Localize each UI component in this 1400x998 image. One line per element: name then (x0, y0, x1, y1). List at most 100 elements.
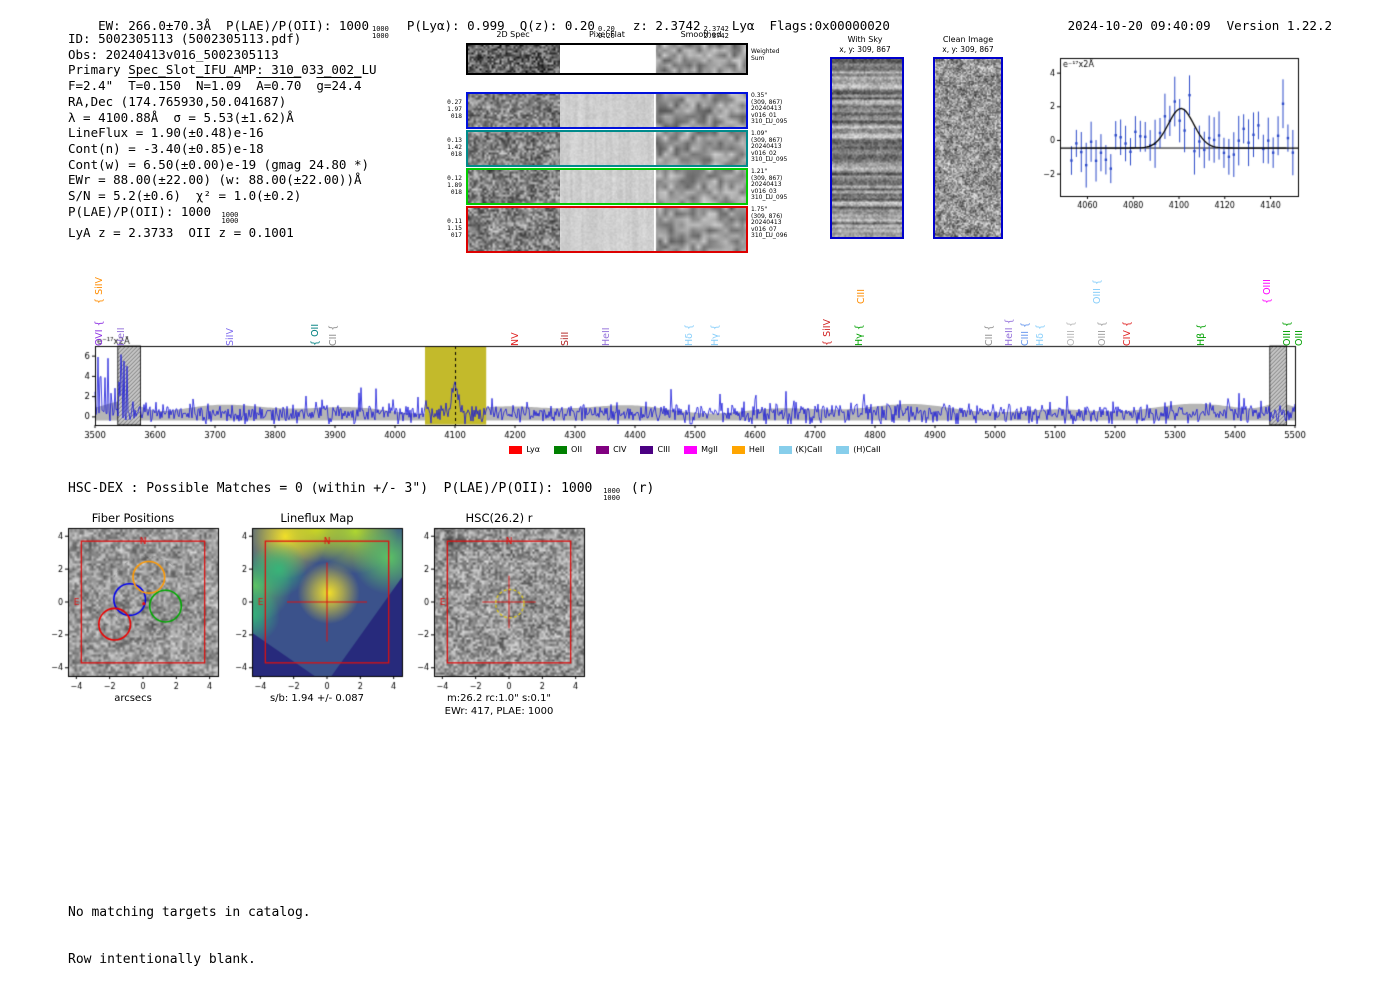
text-segment: Cont(w) = 6.50(±0.00)e-19 (gmag 24.80 *) (68, 156, 370, 172)
spec2d-row-note: (309, 867) (751, 98, 783, 106)
spec2d-row-note: 20240413 (751, 105, 782, 113)
emission-line-label: Hγ { (710, 324, 721, 346)
spec2d-strip-pixelflat (560, 208, 654, 251)
spec2d-row-value: 018 (450, 112, 462, 120)
text-segment: g=24.4 (316, 78, 362, 94)
spec2d-row-note: (309, 867) (751, 136, 783, 144)
emission-line-label: { SiIV (822, 318, 834, 346)
spec2d-row-note: 310_LU_096 (751, 232, 788, 240)
col-title-pixel-flat: Pixel Flat (589, 30, 625, 39)
spec2d-row-note: v016_01 (751, 111, 777, 119)
legend-item: (K)CaII (778, 445, 823, 454)
hsc-match-summary: HSC-DEX : Possible Matches = 0 (within +… (68, 481, 654, 501)
z-value: z: 2.3742 (632, 18, 701, 33)
text-segment: F=2.4" (68, 78, 129, 94)
emission-line-label: Hβ { (1196, 323, 1207, 346)
info-line: LineFlux = 1.90(±0.48)e-16 (68, 125, 377, 141)
z-fraction-top: 2.3742 (703, 25, 729, 33)
legend-label: (K)CaII (795, 445, 823, 454)
spec2d-row-note: 1.75" (751, 206, 768, 213)
emission-line-label: OIII { (1097, 321, 1108, 346)
spec2d-row-value: 1.42 (447, 143, 462, 151)
legend-swatch (684, 445, 698, 454)
text-segment: ID: 5002305113 (5002305113.pdf) (68, 31, 302, 46)
footer-line1: No matching targets in catalog. (68, 905, 311, 920)
text-segment: EWr = 88.00(±22.00) (w: 88.00(±22.00))Å (68, 172, 362, 188)
info-line: Primary Spec_Slot_IFU_AMP: 310_033_002_L… (68, 62, 377, 78)
legend-swatch (509, 445, 523, 454)
emission-line-label: SiIV (224, 328, 236, 346)
spec2d-row (466, 92, 748, 129)
clean-image-title: Clean Image (942, 35, 994, 44)
spec2d-row-values: 0.11 1.15 017 (420, 218, 462, 240)
with-sky-coords: x, y: 309, 867 (839, 45, 891, 54)
plae-fraction-top: 1000 (372, 25, 389, 33)
header-datetime: 2024-10-20 09:40:09 Version 1.22.2 (1038, 3, 1332, 48)
spec2d-row-value: 1.15 (447, 224, 462, 232)
stacked-fraction: 1000 1000 (603, 488, 620, 501)
spec2d-row-values: 0.13 1.42 018 (420, 137, 462, 159)
info-line: Cont(n) = -3.40(±0.85)e-18 (68, 141, 377, 157)
spec2d-row-values: 0.12 1.89 018 (420, 175, 462, 197)
emission-line-label: CII { (984, 324, 996, 346)
ew-value: EW: 266.0±70.3Å (98, 18, 211, 33)
spec2d-row (466, 168, 748, 205)
text-segment: λ = 4100.88Å σ = 5.53(±1.62)Å (68, 109, 294, 125)
flags-value: Flags:0x00000020 (769, 18, 890, 33)
fiber-positions-xlabel: arcsecs (114, 693, 152, 704)
legend-swatch (731, 445, 745, 454)
emission-line-label: HeII (116, 327, 127, 346)
spec2d-row-note: (309, 876) (751, 212, 783, 220)
spec2d-strip-2d (468, 170, 560, 203)
spectrum-legend: Lyα OII CIV CIII MgII HeII (K)CaII (H)CaII (95, 445, 1295, 454)
report-datetime: 2024-10-20 09:40:09 (1067, 18, 1211, 33)
text-segment (241, 78, 256, 93)
spec2d-row-note: 0.35" (751, 92, 768, 99)
legend-item: OII (554, 445, 582, 454)
clean-image-coords: x, y: 309, 867 (942, 45, 994, 54)
emission-line-label: Hδ { (1034, 323, 1046, 346)
spec2d-row-value: 017 (450, 231, 462, 239)
qz-fraction-bottom: 0.20 (597, 31, 615, 40)
legend-label: (H)CaII (853, 445, 881, 454)
legend-item: CIV (596, 445, 626, 454)
emission-line-label: { OIII (1262, 279, 1273, 304)
emission-line-label: OIII { (1092, 279, 1104, 304)
emission-line-label: SiII (560, 331, 571, 346)
spec2d-row-note: 1.21" (751, 168, 768, 175)
spec2d-row-notes: 1.75" (309, 876) 20240413 v016_07 310_LU_096 (751, 206, 788, 240)
spec2d-row-note: 20240413 (751, 219, 782, 227)
clean-image (933, 57, 1003, 239)
info-line: F=2.4" T=0.150 N=1.09 A=0.70 g=24.4 (68, 78, 377, 94)
text-segment: Cont(n) = -3.40(±0.85)e-18 (68, 140, 264, 156)
spec2d-row-value: 1.97 (447, 105, 462, 113)
weighted-note-line1: Weighted (751, 48, 780, 55)
legend-label: OII (571, 445, 583, 454)
spec2d-row-value: 0.11 (447, 218, 462, 225)
emission-line-label: OIII { (1281, 321, 1293, 346)
lineflux-map-title: Lineflux Map (280, 511, 354, 525)
fiber-positions-plot (40, 526, 226, 696)
col-title-2d-spec: 2D Spec (496, 30, 530, 39)
legend-swatch (596, 445, 610, 454)
spec2d-weighted-flat (560, 45, 654, 73)
lineflux-map-plot (224, 526, 410, 696)
spec2d-row-note: v016_02 (751, 149, 777, 157)
legend-item: HeII (731, 445, 765, 454)
spec2d-strip-smoothed (654, 208, 746, 251)
spec2d-strip-pixelflat (560, 94, 654, 127)
spec2d-strip-2d (468, 208, 560, 251)
hsc-r-plot (406, 526, 592, 696)
spec2d-weighted-smoothed (654, 45, 746, 73)
plae-fraction-bottom: 1000 (372, 31, 389, 40)
hsc-r-xlabel2: EWr: 417, PLAE: 1000 (444, 706, 554, 717)
info-line: EWr = 88.00(±22.00) (w: 88.00(±22.00))Å (68, 172, 377, 188)
with-sky-title: With Sky (847, 35, 883, 44)
text-segment (301, 78, 316, 93)
full-spectrum-plot (70, 336, 1310, 454)
spec2d-strip-2d (468, 94, 560, 127)
fraction-top: 1000 (221, 210, 239, 219)
stacked-fraction: 1000 1000 (221, 210, 239, 225)
spec2d-row-note: 1.09" (751, 130, 768, 137)
text-segment: RA,Dec (174.765930,50.041687) (68, 93, 287, 109)
